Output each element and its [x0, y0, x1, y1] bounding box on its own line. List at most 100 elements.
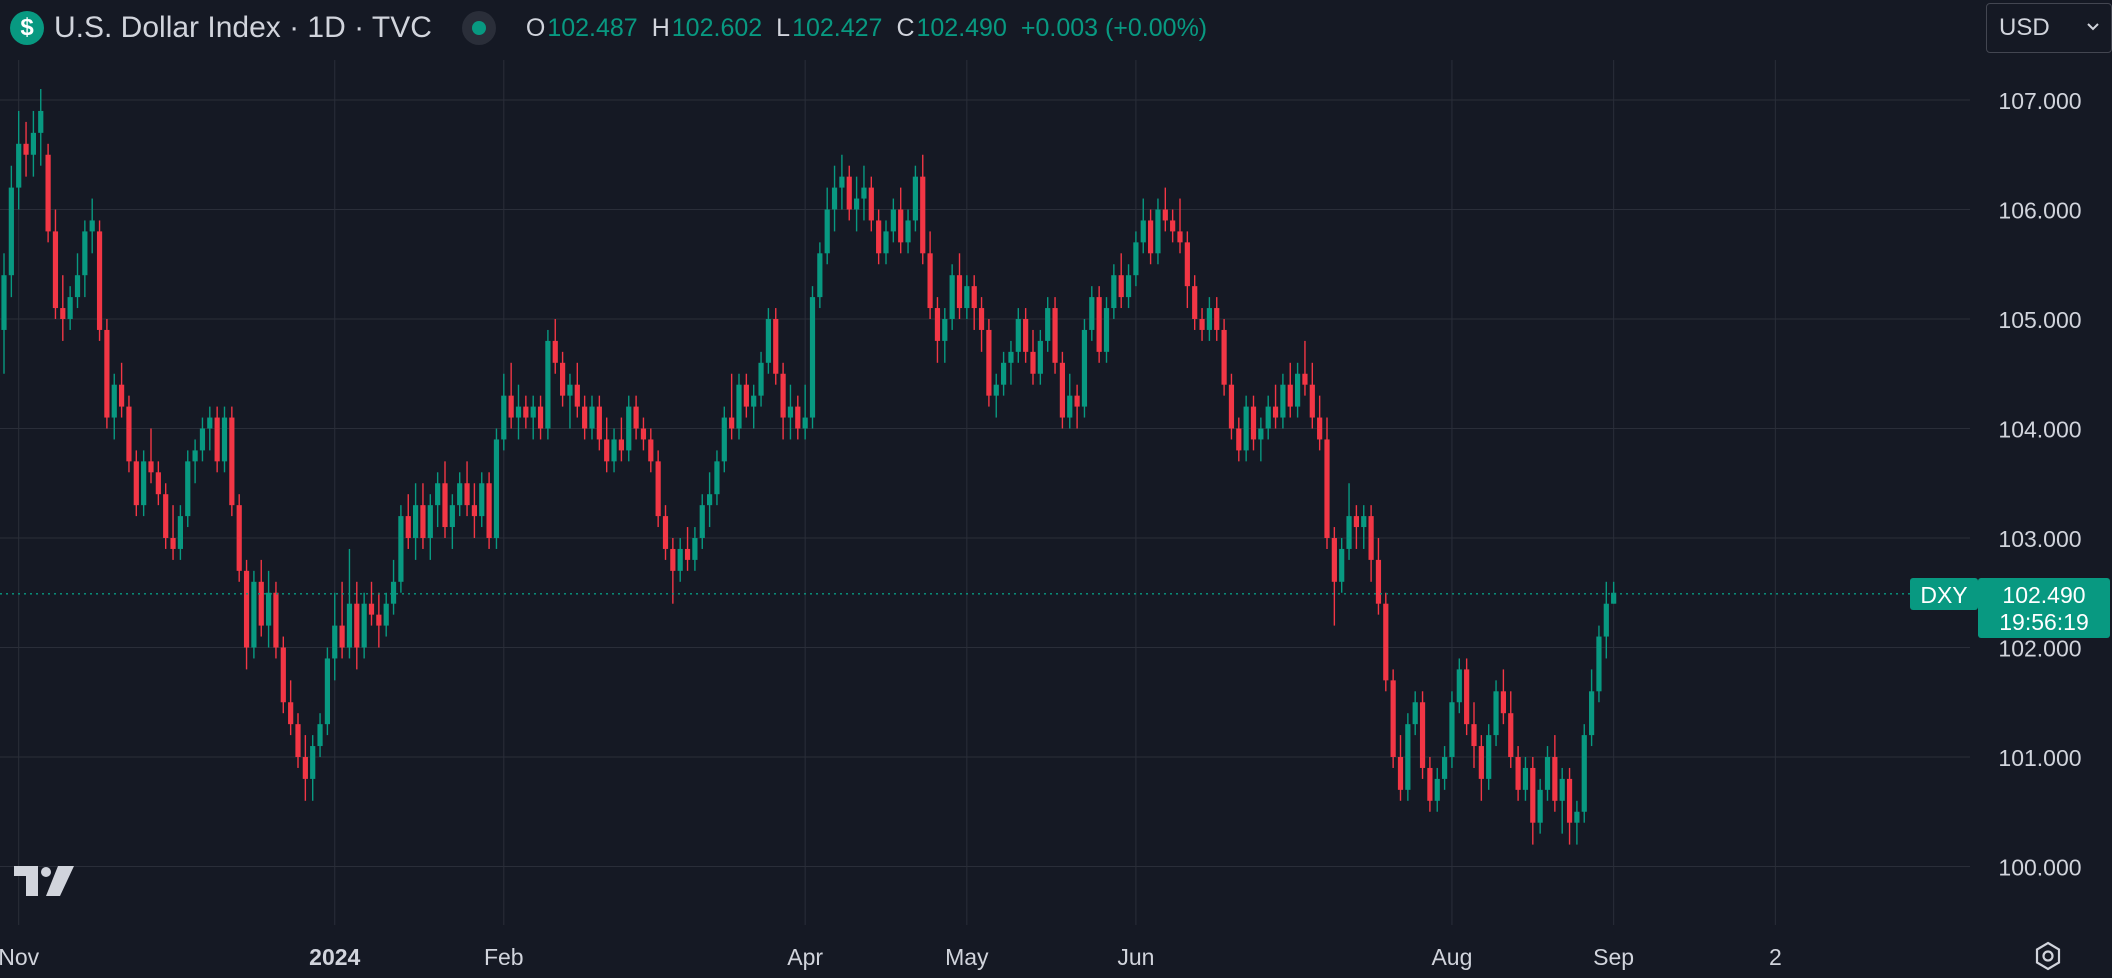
candle	[1581, 724, 1587, 823]
candle	[684, 527, 691, 571]
candle	[956, 253, 963, 319]
candle-body	[773, 319, 779, 374]
candle-body	[266, 592, 272, 626]
candle	[1265, 395, 1271, 440]
market-open-dot-icon	[471, 21, 486, 35]
currency-select[interactable]: USD	[1986, 3, 2112, 53]
tradingview-logo-icon[interactable]	[14, 866, 76, 900]
candle	[1589, 669, 1595, 747]
candle-body	[817, 253, 823, 298]
candle	[493, 428, 500, 549]
candle-body	[38, 110, 44, 133]
candle-body	[1221, 329, 1227, 385]
candle	[743, 373, 749, 418]
candle-body	[1170, 220, 1176, 232]
candle-body	[545, 340, 551, 429]
candle	[1140, 198, 1146, 254]
candle	[582, 395, 588, 440]
candle	[243, 559, 250, 670]
candle	[1170, 209, 1176, 243]
candle	[934, 297, 941, 363]
candle	[111, 373, 117, 440]
candle	[1074, 384, 1080, 429]
candle-body	[1581, 735, 1587, 812]
candle-body	[560, 362, 566, 396]
candle	[1045, 297, 1051, 352]
close-label: C	[896, 13, 915, 42]
candle-body	[1419, 702, 1426, 768]
x-tick-label: Sep	[1593, 944, 1634, 970]
candle	[942, 308, 948, 363]
dollar-symbol-icon[interactable]: $	[10, 11, 44, 45]
candle	[8, 165, 14, 298]
candle	[611, 428, 617, 473]
candle	[1295, 362, 1301, 418]
price-tags: DXY 102.490 19:56:19	[1910, 578, 2110, 638]
candle-body	[1324, 439, 1330, 538]
candle-body	[486, 483, 492, 538]
candle-body	[1295, 373, 1301, 407]
candle	[1486, 724, 1492, 790]
candle	[1280, 373, 1286, 429]
candle-body	[1037, 340, 1043, 374]
candle	[346, 548, 353, 659]
symbol-title[interactable]: U.S. Dollar Index · 1D · TVC	[54, 11, 432, 44]
candle-body	[1544, 757, 1551, 790]
candle	[508, 362, 514, 429]
candle	[1184, 231, 1190, 309]
candle-body	[214, 417, 220, 462]
candle	[376, 592, 382, 648]
candle	[699, 494, 705, 549]
candle	[736, 373, 742, 440]
candle-body	[1250, 406, 1257, 440]
candle-body	[530, 406, 536, 418]
candle	[192, 439, 198, 484]
candle-body	[288, 702, 294, 725]
candle-body	[295, 724, 301, 757]
candle	[1103, 297, 1110, 363]
candle-body	[302, 757, 308, 779]
candle-body	[898, 209, 904, 243]
candle	[82, 220, 88, 298]
candle-body	[626, 406, 632, 451]
candle	[383, 592, 389, 637]
candle	[824, 187, 830, 265]
candle-body	[464, 483, 470, 506]
candle-body	[126, 406, 132, 462]
candle-body	[912, 176, 918, 221]
candle-body	[1486, 735, 1492, 779]
candle-body	[986, 329, 992, 396]
candle-body	[420, 505, 426, 538]
price-tag-countdown: 19:56:19	[1999, 609, 2089, 635]
candle	[1008, 340, 1014, 385]
candle	[809, 286, 816, 429]
candle-body	[207, 417, 213, 429]
candle-body	[537, 406, 544, 429]
candle-body	[236, 505, 242, 571]
candle-body	[1449, 702, 1455, 757]
candle	[471, 483, 477, 538]
candle-body	[1272, 406, 1279, 418]
candle	[552, 319, 558, 374]
candle-body	[1067, 395, 1073, 418]
x-tick-label: Aug	[1431, 944, 1472, 970]
candle	[1508, 691, 1514, 768]
candle-body	[765, 319, 771, 363]
candle-body	[199, 428, 206, 451]
candle	[1177, 198, 1183, 254]
candle-body	[1353, 516, 1359, 528]
candle	[1030, 329, 1036, 385]
candle	[1368, 505, 1374, 582]
candle-body	[119, 384, 125, 407]
candle-body	[1442, 757, 1448, 779]
candle	[1111, 264, 1117, 319]
settings-gear-icon[interactable]	[2032, 940, 2064, 972]
candle-body	[1008, 351, 1014, 363]
candle-body	[1537, 789, 1543, 823]
market-status-icon[interactable]	[461, 11, 496, 45]
candle	[464, 461, 470, 517]
candle-body	[1052, 308, 1058, 363]
candle	[1478, 735, 1484, 801]
